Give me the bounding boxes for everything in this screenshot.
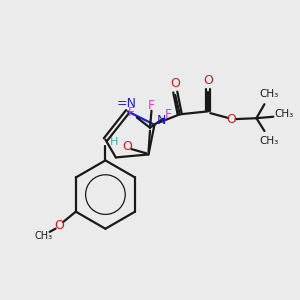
Text: N: N (156, 114, 166, 127)
Text: CH₃: CH₃ (260, 89, 279, 99)
Text: F: F (148, 99, 155, 112)
Text: O: O (170, 77, 180, 90)
Text: H: H (110, 137, 118, 147)
Text: F: F (128, 106, 135, 119)
Text: CH₃: CH₃ (275, 109, 294, 119)
Text: CH₃: CH₃ (34, 231, 52, 241)
Text: O: O (226, 112, 236, 126)
Text: =N: =N (116, 98, 136, 110)
Text: F: F (165, 108, 172, 121)
Text: O: O (122, 140, 132, 153)
Text: CH₃: CH₃ (260, 136, 279, 146)
Text: O: O (55, 218, 64, 232)
Text: O: O (204, 74, 214, 87)
